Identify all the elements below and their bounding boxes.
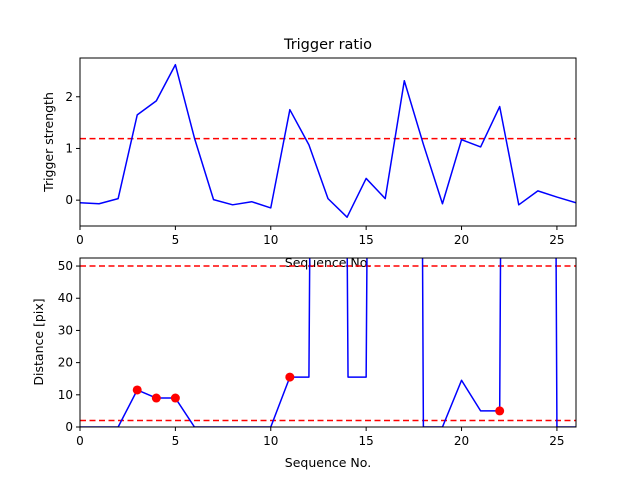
x-tick-label: 25	[549, 434, 564, 448]
x-tick-label: 0	[76, 233, 84, 247]
y-tick-label: 30	[58, 323, 73, 337]
top-chart-title: Trigger ratio	[283, 37, 372, 53]
detection-marker	[495, 406, 505, 416]
bottom-chart: 0 5 10 15 20 25 0 10 20 30 40 50 Sequence No. Dist…	[31, 257, 577, 470]
y-tick-label: 1	[65, 141, 73, 155]
x-tick-label: 5	[172, 233, 180, 247]
x-tick-label: 20	[454, 233, 469, 247]
bottom-x-axis-label: Sequence No.	[285, 455, 371, 470]
x-tick-label: 5	[172, 434, 180, 448]
detection-markers	[132, 372, 505, 416]
bottom-x-ticks: 0 5 10 15 20 25	[76, 427, 565, 448]
y-tick-label: 2	[65, 90, 73, 104]
x-tick-label: 25	[549, 233, 564, 247]
top-chart-frame	[79, 57, 577, 227]
detection-marker	[285, 372, 295, 382]
x-tick-label: 10	[263, 233, 278, 247]
x-tick-label: 15	[359, 434, 374, 448]
x-tick-label: 10	[263, 434, 278, 448]
distance-series-line	[80, 258, 576, 427]
bottom-y-ticks: 0 10 20 30 40 50	[58, 259, 80, 434]
bottom-y-axis-label: Distance [pix]	[31, 298, 46, 385]
x-tick-label: 20	[454, 434, 469, 448]
y-tick-label: 50	[58, 259, 73, 273]
bottom-chart-frame	[79, 257, 577, 428]
top-x-axis-label: Sequence No.	[285, 255, 371, 270]
x-tick-label: 15	[359, 233, 374, 247]
detection-marker	[151, 393, 161, 403]
top-y-ticks: 0 1 2	[65, 90, 80, 207]
y-tick-label: 10	[58, 388, 73, 402]
x-tick-label: 0	[76, 434, 84, 448]
trigger-strength-series-line	[80, 63, 576, 218]
top-chart: Trigger ratio 0 5 10 15 20 25 0 1 2 Sequence No…	[41, 37, 577, 270]
top-y-axis-label: Trigger strength	[41, 92, 56, 193]
y-tick-label: 20	[58, 356, 73, 370]
y-tick-label: 0	[65, 420, 73, 434]
detection-marker	[132, 385, 142, 395]
detection-marker	[170, 393, 180, 403]
y-tick-label: 40	[58, 291, 73, 305]
top-x-ticks: 0 5 10 15 20 25	[76, 226, 565, 247]
y-tick-label: 0	[65, 193, 73, 207]
